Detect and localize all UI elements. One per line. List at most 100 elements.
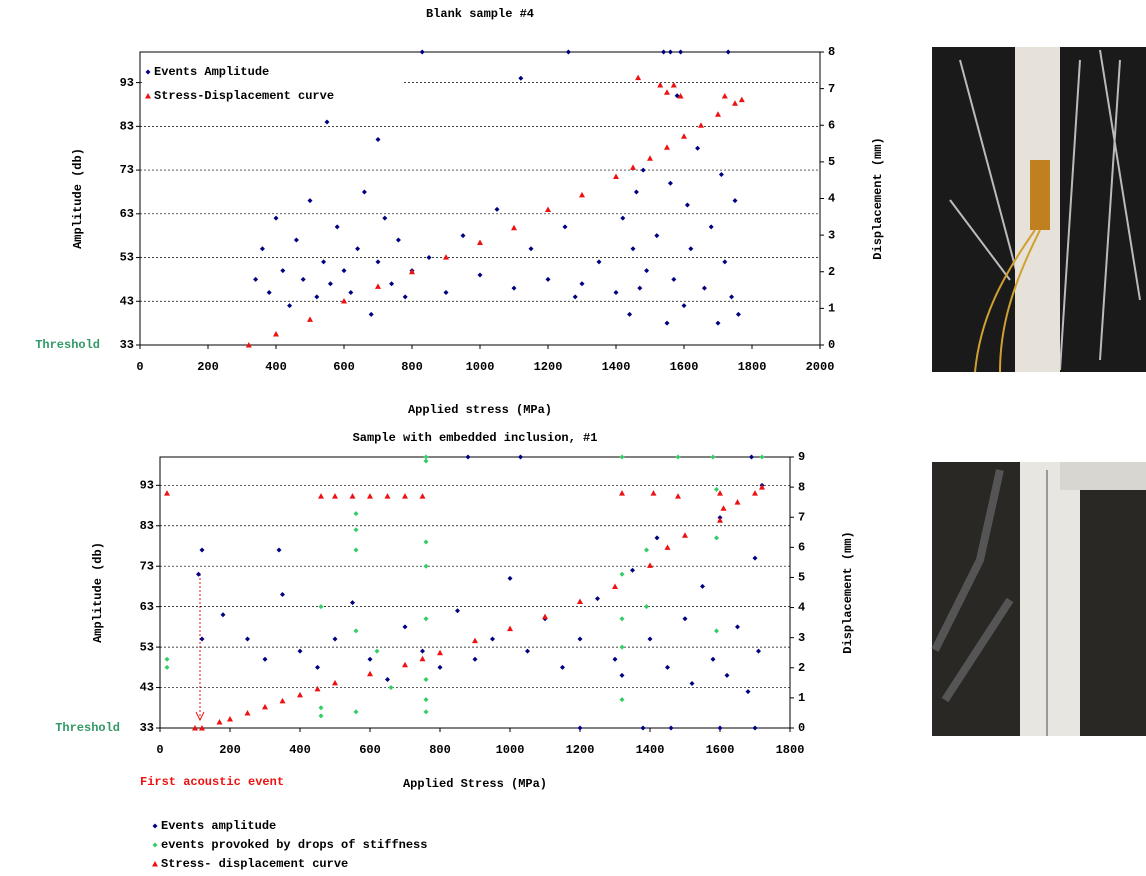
point: [259, 246, 265, 252]
point: [349, 493, 356, 499]
point: [262, 703, 268, 710]
point: [507, 575, 513, 581]
x-tick-label: 1800: [776, 743, 805, 757]
point: [423, 709, 429, 715]
point: [199, 547, 205, 553]
point: [688, 246, 694, 252]
point: [279, 697, 286, 704]
y2-tick-label: 7: [798, 510, 805, 524]
point: [332, 636, 338, 642]
photo-gauge: [1030, 160, 1050, 230]
point: [577, 636, 583, 642]
point: [494, 206, 500, 212]
legend-marker: [152, 842, 158, 848]
legend-marker: [152, 823, 158, 829]
point: [419, 49, 425, 55]
point: [756, 648, 761, 654]
y-tick-label: 53: [140, 640, 154, 654]
point: [245, 636, 250, 642]
point: [717, 725, 723, 731]
point: [619, 616, 625, 622]
y-tick-label: 93: [120, 76, 134, 90]
y2-axis-label: Displacement (mm): [871, 137, 885, 259]
x-tick-label: 800: [429, 743, 451, 757]
point: [472, 656, 478, 662]
y2-tick-label: 6: [828, 118, 835, 132]
y2-tick-label: 5: [828, 155, 835, 169]
point: [423, 539, 429, 545]
point: [199, 636, 205, 642]
point: [595, 596, 600, 602]
x-tick-label: 800: [401, 360, 423, 374]
y-tick-label: 63: [120, 207, 134, 221]
point: [664, 320, 670, 326]
point: [613, 290, 619, 296]
point: [511, 224, 517, 231]
point: [220, 612, 226, 618]
x-tick-label: 1200: [534, 360, 563, 374]
y2-axis-label: Displacement (mm): [841, 531, 855, 653]
point: [732, 100, 738, 106]
point: [353, 547, 359, 553]
y2-tick-label: 8: [828, 45, 835, 59]
x-tick-label: 0: [156, 743, 163, 757]
photo-inclusion-sample: [931, 462, 1146, 736]
y2-tick-label: 3: [828, 228, 835, 242]
point: [368, 311, 374, 317]
point: [528, 246, 534, 252]
point: [630, 164, 636, 170]
x-tick-label: 1400: [602, 360, 631, 374]
y-tick-label: 93: [140, 478, 154, 492]
point: [732, 198, 738, 204]
y2-tick-label: 2: [798, 661, 805, 675]
point: [577, 598, 583, 605]
point: [355, 246, 361, 252]
point: [350, 600, 355, 606]
point: [715, 111, 721, 117]
legend-marker: [145, 93, 151, 99]
point: [681, 133, 687, 139]
point: [721, 92, 728, 99]
point: [353, 628, 359, 634]
point: [657, 81, 664, 88]
point: [164, 656, 170, 662]
point: [612, 656, 618, 662]
point: [701, 285, 707, 291]
point: [717, 490, 723, 496]
point: [315, 664, 320, 670]
photo-wires: [974, 229, 1041, 373]
point: [572, 294, 578, 300]
point: [262, 656, 268, 662]
point: [423, 454, 429, 460]
point: [613, 173, 619, 180]
point: [620, 215, 626, 221]
point: [375, 136, 381, 142]
y-tick-label: 73: [140, 559, 154, 573]
point: [619, 697, 625, 703]
point: [708, 224, 714, 230]
point: [612, 583, 618, 589]
point: [545, 206, 551, 212]
point: [423, 676, 429, 682]
x-tick-label: 0: [136, 360, 143, 374]
point: [273, 215, 279, 221]
point: [244, 709, 251, 716]
point: [647, 155, 653, 161]
point: [353, 527, 359, 533]
point: [720, 505, 727, 511]
point: [749, 454, 754, 460]
point: [545, 276, 551, 282]
point: [472, 637, 478, 644]
point: [677, 92, 684, 99]
point: [334, 224, 340, 230]
point: [216, 718, 223, 725]
point: [164, 664, 170, 670]
point: [273, 331, 279, 337]
point: [664, 144, 670, 150]
point: [560, 664, 565, 670]
point: [664, 89, 670, 95]
y2-tick-label: 4: [828, 192, 835, 206]
point: [664, 544, 671, 550]
x-tick-label: 1000: [466, 360, 495, 374]
